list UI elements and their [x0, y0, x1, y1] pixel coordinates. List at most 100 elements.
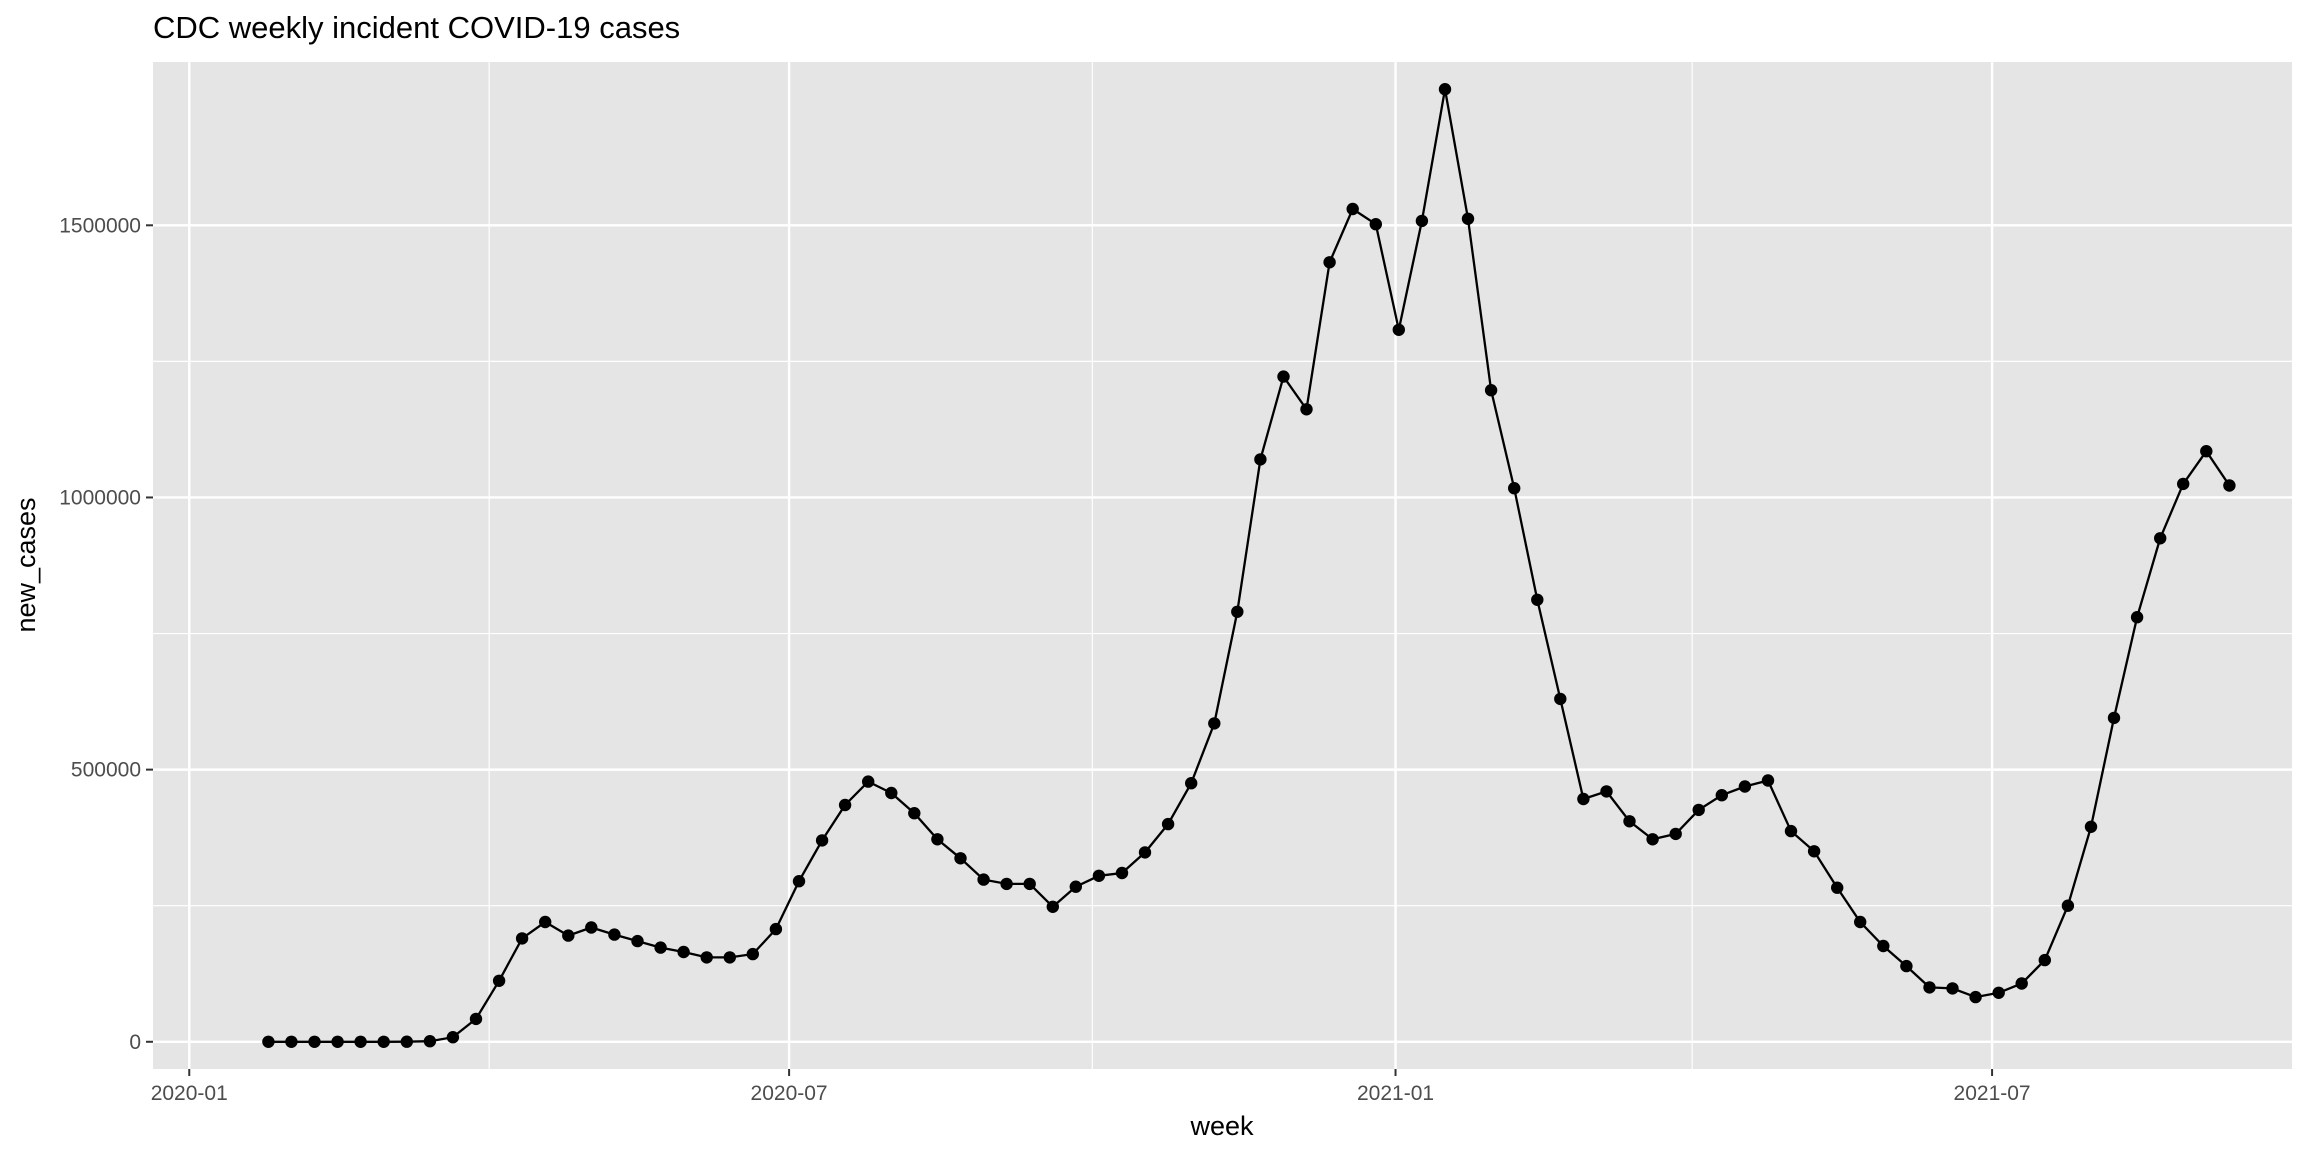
data-point — [1969, 990, 1982, 1004]
data-point — [1692, 803, 1705, 817]
chart-title: CDC weekly incident COVID-19 cases — [153, 10, 680, 45]
data-point — [954, 852, 967, 865]
data-point — [1761, 774, 1775, 787]
data-point — [377, 1035, 390, 1049]
data-point — [862, 775, 875, 788]
x-tick-label: 2021-07 — [1954, 1082, 2031, 1105]
data-point — [885, 786, 898, 800]
data-point — [446, 1031, 460, 1044]
data-point — [1508, 482, 1521, 495]
data-point — [1185, 777, 1198, 790]
data-point — [1877, 939, 1890, 953]
x-axis: 2020-01 2020-07 2021-01 2021-07 — [151, 1069, 2031, 1105]
data-point — [262, 1035, 275, 1049]
data-point — [2084, 820, 2098, 833]
data-point — [2154, 532, 2167, 545]
data-point — [1807, 845, 1821, 858]
data-point — [492, 974, 506, 987]
data-point — [1854, 915, 1867, 929]
x-tick-label: 2020-07 — [751, 1082, 828, 1105]
minor-gridlines — [153, 62, 2292, 1069]
data-point — [746, 947, 759, 961]
data-point — [1831, 881, 1844, 894]
data-point — [908, 807, 921, 820]
data-point — [2223, 479, 2236, 492]
data-point — [1208, 717, 1221, 730]
data-point — [1300, 403, 1313, 416]
data-point — [1415, 214, 1429, 228]
data-point — [931, 833, 944, 846]
data-point — [1000, 877, 1013, 891]
data-point — [1115, 866, 1129, 880]
major-gridlines — [153, 62, 2292, 1069]
data-point — [423, 1035, 437, 1048]
y-axis: 0 500000 1000000 1500000 — [59, 214, 153, 1054]
data-point — [1046, 900, 1060, 913]
data-point — [1531, 593, 1544, 606]
data-point — [1623, 815, 1636, 828]
data-point — [469, 1012, 483, 1026]
data-point — [654, 941, 667, 954]
data-point — [1092, 869, 1106, 882]
data-point — [2107, 711, 2121, 725]
data-point — [585, 921, 598, 934]
x-tick-label: 2021-01 — [1357, 1082, 1434, 1105]
data-point — [1346, 202, 1359, 216]
data-point — [515, 932, 529, 945]
data-point — [1577, 792, 1590, 806]
data-point — [1277, 370, 1290, 383]
data-point — [1946, 982, 1959, 995]
data-point — [1254, 453, 1267, 466]
data-point — [1023, 877, 1036, 891]
data-point — [1600, 785, 1613, 798]
data-point — [1900, 959, 1913, 973]
data-point — [1392, 323, 1406, 336]
data-point — [1323, 256, 1336, 269]
data-point — [700, 951, 713, 964]
data-point — [2130, 611, 2144, 624]
data-point — [331, 1035, 344, 1049]
data-point — [2177, 477, 2190, 491]
data-point — [631, 934, 644, 948]
data-point — [1554, 692, 1567, 706]
data-point — [977, 873, 990, 886]
data-point — [1231, 605, 1244, 618]
data-point — [1161, 817, 1175, 831]
data-point — [723, 951, 736, 964]
data-point — [400, 1035, 413, 1048]
data-point — [1669, 827, 1682, 841]
x-axis-label: week — [1189, 1111, 1254, 1141]
data-point — [539, 915, 552, 929]
data-point — [1461, 212, 1475, 225]
y-tick-label: 0 — [129, 1031, 141, 1054]
data-point — [1784, 824, 1798, 838]
y-tick-label: 500000 — [71, 759, 141, 782]
data-point — [354, 1035, 367, 1049]
series-points — [262, 83, 2236, 1049]
data-point — [1715, 789, 1729, 802]
data-point — [562, 929, 575, 942]
data-point — [1438, 83, 1452, 96]
data-point — [792, 875, 806, 888]
plot-panel — [153, 62, 2292, 1069]
data-point — [2038, 953, 2051, 967]
data-point — [1992, 986, 2005, 999]
data-series — [262, 83, 2236, 1049]
data-point — [815, 834, 829, 847]
x-tick-label: 2020-01 — [151, 1082, 228, 1105]
y-tick-label: 1500000 — [59, 214, 141, 237]
data-point — [2200, 445, 2213, 458]
data-point — [1138, 846, 1152, 859]
data-point — [1069, 880, 1083, 893]
data-point — [2061, 899, 2075, 912]
y-axis-label: new_cases — [11, 497, 41, 632]
data-point — [838, 798, 852, 812]
data-point — [769, 922, 783, 936]
data-point — [2015, 977, 2028, 990]
data-point — [308, 1035, 321, 1049]
data-point — [1646, 833, 1659, 846]
data-point — [1484, 384, 1498, 397]
y-tick-label: 1000000 — [59, 486, 141, 509]
data-point — [1738, 780, 1752, 793]
